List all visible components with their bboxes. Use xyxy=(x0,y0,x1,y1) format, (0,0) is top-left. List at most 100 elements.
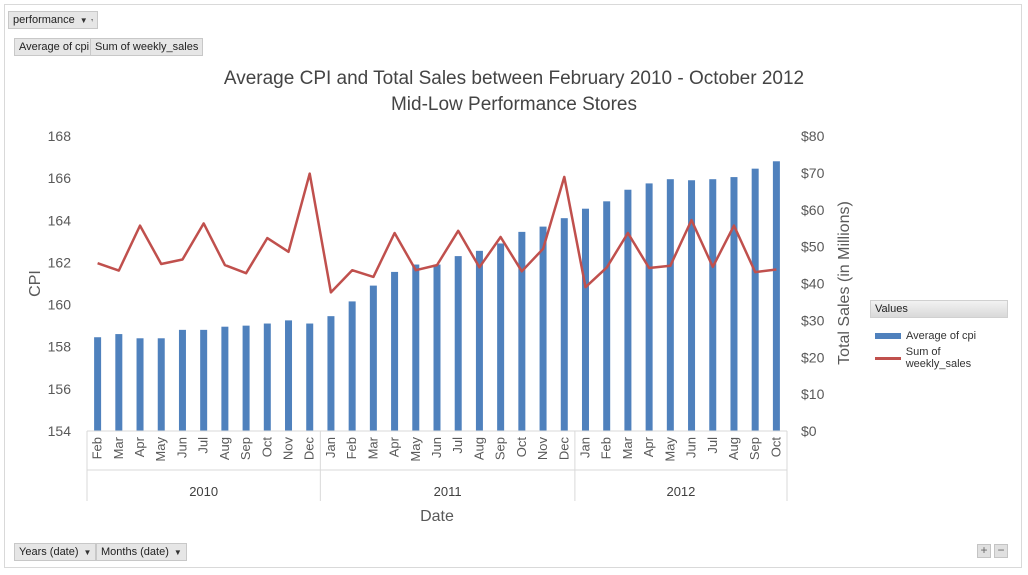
month-label: Jun xyxy=(429,437,444,458)
month-label: Oct xyxy=(768,437,783,458)
month-label: Aug xyxy=(726,437,741,460)
month-label: Nov xyxy=(281,437,296,461)
y-tick-label: 162 xyxy=(48,254,72,270)
legend-item-average-cpi: Average of cpi xyxy=(870,325,1008,347)
y-tick-label: 160 xyxy=(48,297,72,313)
cpi-bar xyxy=(306,323,314,431)
dropdown-arrow-icon: ▼ xyxy=(79,15,88,25)
y2-tick-label: $0 xyxy=(801,423,817,439)
performance-filter-button[interactable]: performance ▼ xyxy=(8,11,98,29)
cpi-bar xyxy=(603,201,611,431)
y2-tick-label: $60 xyxy=(801,202,825,218)
y2-tick-label: $50 xyxy=(801,239,825,255)
cpi-bar xyxy=(560,218,568,431)
month-label: Aug xyxy=(471,437,486,460)
cpi-bar xyxy=(433,264,441,431)
month-label: Sep xyxy=(747,437,762,460)
cpi-bar xyxy=(157,338,165,431)
pivot-chart-frame xyxy=(4,4,1022,568)
month-label: Sep xyxy=(493,437,508,460)
cpi-bar xyxy=(115,334,123,431)
y-tick-label: 158 xyxy=(48,339,72,355)
month-label: Apr xyxy=(387,436,402,457)
expand-button[interactable]: + xyxy=(977,544,991,558)
y-tick-label: 154 xyxy=(48,423,72,439)
filter-label: performance xyxy=(13,14,75,26)
cpi-bar xyxy=(391,271,399,431)
cpi-bar xyxy=(242,325,250,431)
cpi-bar xyxy=(709,179,717,431)
sales-line xyxy=(97,172,777,294)
cpi-bar xyxy=(518,231,526,431)
value-button-label: Sum of weekly_sales xyxy=(95,41,199,53)
month-label: Oct xyxy=(259,437,274,458)
value-button-sum-weekly-sales[interactable]: Sum of weekly_sales xyxy=(90,38,204,56)
month-label: Jan xyxy=(323,437,338,458)
y-tick-label: 168 xyxy=(48,128,72,144)
month-label: Jul xyxy=(450,437,465,454)
cpi-bar xyxy=(94,337,102,431)
chart-title: Average CPI and Total Sales between Febr… xyxy=(223,68,805,89)
legend: Values Average of cpi Sum of weekly_sale… xyxy=(870,300,1008,370)
cpi-bar xyxy=(730,177,738,431)
cpi-bar xyxy=(581,208,589,431)
cpi-bar xyxy=(645,183,653,431)
y2-axis-title: Total Sales (in Millions) xyxy=(836,201,853,365)
month-label: Feb xyxy=(90,437,105,459)
y2-tick-label: $20 xyxy=(801,349,825,365)
cpi-bar xyxy=(772,161,780,432)
month-label: Feb xyxy=(344,437,359,459)
legend-label: Average of cpi xyxy=(906,330,977,342)
month-label: Oct xyxy=(514,437,529,458)
y2-tick-label: $80 xyxy=(801,128,825,144)
minus-icon: − xyxy=(997,543,1005,557)
year-label: 2012 xyxy=(666,484,695,499)
dropdown-arrow-icon: ▼ xyxy=(173,547,182,557)
cpi-bar xyxy=(221,326,229,431)
month-label: Aug xyxy=(217,437,232,460)
y-axis-title: CPI xyxy=(27,270,44,297)
legend-bar-swatch xyxy=(875,333,901,339)
month-label: Jun xyxy=(684,437,699,458)
cpi-bar xyxy=(688,180,696,431)
cpi-bar xyxy=(475,250,483,431)
month-label: Apr xyxy=(641,436,656,457)
month-label: Nov xyxy=(535,437,550,461)
axis-button-label: Months (date) xyxy=(101,546,169,558)
cpi-bar xyxy=(666,179,674,431)
year-label: 2011 xyxy=(434,484,462,499)
dropdown-arrow-icon: ▼ xyxy=(83,547,92,557)
month-label: Feb xyxy=(599,437,614,459)
month-label: Jun xyxy=(174,437,189,458)
legend-label: Sum of weekly_sales xyxy=(905,346,972,370)
cpi-bar xyxy=(454,256,462,431)
month-label: Jul xyxy=(196,437,211,454)
y2-tick-label: $10 xyxy=(801,386,825,402)
cpi-bar xyxy=(348,301,356,431)
x-axis-title: Date xyxy=(420,508,454,525)
cpi-bar xyxy=(624,189,632,431)
y2-tick-label: $70 xyxy=(801,165,825,181)
years-field-button[interactable]: Years (date) ▼ xyxy=(14,543,97,561)
value-button-average-cpi[interactable]: Average of cpi xyxy=(14,38,95,56)
months-field-button[interactable]: Months (date) ▼ xyxy=(96,543,187,561)
month-label: May xyxy=(408,437,423,462)
cpi-bar xyxy=(497,243,505,431)
collapse-button[interactable]: − xyxy=(994,544,1008,558)
month-label: Sep xyxy=(238,437,253,460)
cpi-bar xyxy=(327,316,335,431)
y-tick-label: 164 xyxy=(48,212,72,228)
cpi-bar xyxy=(539,226,547,431)
month-label: Jan xyxy=(577,437,592,458)
cpi-bar xyxy=(136,338,144,431)
month-label: May xyxy=(662,437,677,462)
month-label: Mar xyxy=(111,436,126,459)
legend-item-sum-weekly-sales: Sum of weekly_sales xyxy=(870,346,1008,370)
month-label: May xyxy=(153,437,168,462)
y2-tick-label: $40 xyxy=(801,276,825,292)
month-label: Mar xyxy=(620,436,635,459)
cpi-bar xyxy=(200,329,208,431)
chart-subtitle: Mid-Low Performance Stores xyxy=(390,94,638,115)
funnel-icon xyxy=(90,18,93,22)
cpi-bar xyxy=(178,329,186,431)
